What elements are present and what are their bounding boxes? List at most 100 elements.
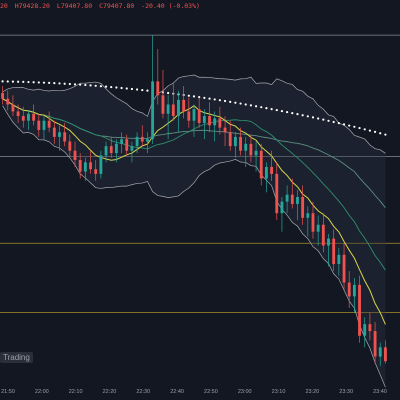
trend-dot — [73, 83, 77, 86]
trend-dot — [89, 84, 92, 87]
trend-dot — [265, 107, 268, 110]
candle-body — [332, 238, 336, 265]
candle-body — [358, 284, 361, 336]
candle-body — [265, 166, 268, 179]
trend-dot — [286, 110, 289, 114]
candle-body — [140, 136, 144, 142]
trend-dot — [68, 82, 71, 86]
trend-dot — [270, 107, 273, 111]
trend-dot — [125, 87, 128, 90]
trend-dot — [322, 118, 325, 121]
candle-body — [47, 120, 51, 128]
trend-dot — [94, 84, 97, 87]
candle-body — [378, 347, 382, 357]
candle-body — [177, 99, 180, 117]
bollinger-fill — [2, 75, 386, 388]
candle-body — [249, 143, 253, 156]
candle-body — [120, 139, 123, 144]
trend-dot — [37, 81, 40, 84]
trend-dot — [234, 101, 237, 104]
trend-dot — [244, 103, 247, 106]
trend-dot — [6, 80, 9, 83]
candle-body — [171, 104, 175, 117]
time-tick: 23:10 — [271, 389, 286, 395]
candle-body — [202, 116, 206, 123]
candle-body — [58, 132, 61, 137]
trend-dot — [58, 82, 61, 85]
candle-body — [166, 104, 170, 114]
candle-body — [306, 213, 310, 218]
candle-body — [42, 120, 46, 130]
candle-body — [223, 127, 227, 133]
legend-close: C79407.80 — [99, 2, 135, 10]
candle-body — [270, 166, 274, 174]
time-tick: 22:30 — [136, 389, 151, 395]
trend-dot — [218, 99, 221, 102]
candle-body — [228, 132, 232, 147]
trend-dot — [327, 119, 330, 122]
time-tick: 21:50 — [1, 389, 15, 395]
candle-body — [182, 99, 186, 112]
trend-dot — [17, 80, 20, 83]
trend-dot — [363, 128, 366, 131]
trend-dot — [332, 120, 335, 124]
trend-dot — [22, 80, 25, 83]
candle-body — [78, 160, 82, 172]
trend-dot — [208, 97, 211, 100]
candle-body — [321, 224, 325, 246]
legend-high: H79428.20 — [14, 2, 50, 10]
trend-dot — [141, 88, 144, 92]
trend-dot — [317, 117, 320, 120]
trend-dot — [63, 82, 66, 85]
candle-body — [208, 116, 211, 126]
time-tick: 23:30 — [339, 389, 354, 395]
trend-dot — [120, 86, 123, 90]
candle-body — [383, 347, 387, 362]
candle-body — [254, 150, 258, 156]
trend-dot — [296, 113, 299, 116]
candle-body — [316, 224, 320, 232]
candle-body — [301, 197, 305, 218]
legend-open: 20 — [0, 2, 8, 10]
ohlc-legend: 20 H79428.20 L79407.80 C79407.80 -20.40 … — [0, 2, 203, 10]
trend-dot — [229, 100, 232, 103]
trend-dot — [32, 81, 35, 84]
trend-dot — [291, 112, 294, 115]
candle-body — [151, 81, 155, 140]
trend-dot — [368, 129, 371, 132]
trend-dot — [135, 88, 139, 91]
candle-body — [347, 282, 351, 297]
candle-body — [73, 150, 77, 160]
candle-body — [368, 324, 372, 332]
trend-dot — [146, 89, 149, 92]
candle-body — [187, 111, 191, 121]
trend-dot — [311, 116, 315, 119]
time-axis[interactable]: 21:50 22:00 22:10 22:20 22:30 22:40 22:50 23:00… — [0, 384, 400, 400]
trend-dot — [187, 94, 190, 97]
trend-dot — [42, 81, 46, 84]
candle-body — [63, 132, 67, 142]
trend-dot — [115, 86, 118, 89]
candle-body — [233, 136, 237, 147]
legend-change: -20.40 (-0.03%) — [141, 2, 200, 10]
trend-dot — [384, 133, 387, 136]
trend-dot — [239, 102, 242, 105]
candle-body — [16, 111, 20, 117]
candle-body — [197, 109, 201, 123]
candle-body — [327, 238, 330, 246]
trend-dot — [379, 132, 382, 135]
time-tick: 23:40 — [373, 389, 387, 395]
trend-dot — [84, 83, 87, 87]
trend-dot — [192, 95, 196, 98]
time-tick: 22:20 — [102, 389, 117, 395]
candle-body — [135, 136, 139, 147]
trend-dot — [167, 91, 170, 95]
candle-body — [27, 113, 30, 121]
trend-dot — [223, 99, 227, 103]
trend-dot — [280, 109, 284, 113]
candle-body — [52, 127, 56, 137]
trend-dot — [53, 82, 56, 85]
time-tick: 22:00 — [34, 389, 49, 395]
